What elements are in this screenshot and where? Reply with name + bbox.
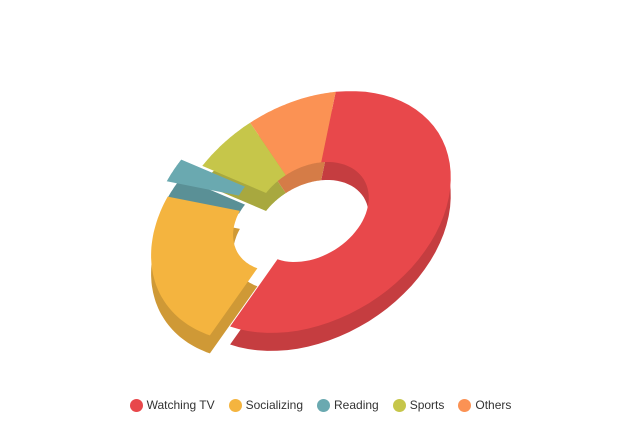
legend-item-watching-tv[interactable]: Watching TV [129, 398, 215, 412]
legend-marker [458, 398, 472, 412]
legend-label: Others [475, 398, 512, 412]
slice-side-reading [166, 177, 245, 214]
legend-label: Reading [334, 398, 379, 412]
legend-marker [129, 398, 143, 412]
slice-reading[interactable] [166, 159, 245, 196]
slice-socializing[interactable] [151, 196, 258, 336]
legend-item-sports[interactable]: Sports [392, 398, 445, 412]
slice-others[interactable] [250, 91, 336, 176]
slice-watching-tv[interactable] [230, 91, 451, 333]
legend-marker [228, 398, 242, 412]
slice-sports[interactable] [202, 122, 286, 193]
legend-item-reading[interactable]: Reading [317, 398, 379, 412]
legend-marker [317, 398, 330, 412]
legend-label: Watching TV [146, 398, 215, 412]
legend-label: Sports [409, 398, 445, 412]
legend-marker [392, 398, 406, 412]
legend-label: Socializing [245, 398, 303, 412]
legend-item-others[interactable]: Others [458, 398, 511, 412]
legend-item-socializing[interactable]: Socializing [228, 398, 303, 412]
chart-legend: Watching TV Socializing Reading Sports O… [0, 398, 641, 412]
donut-chart [151, 91, 451, 354]
